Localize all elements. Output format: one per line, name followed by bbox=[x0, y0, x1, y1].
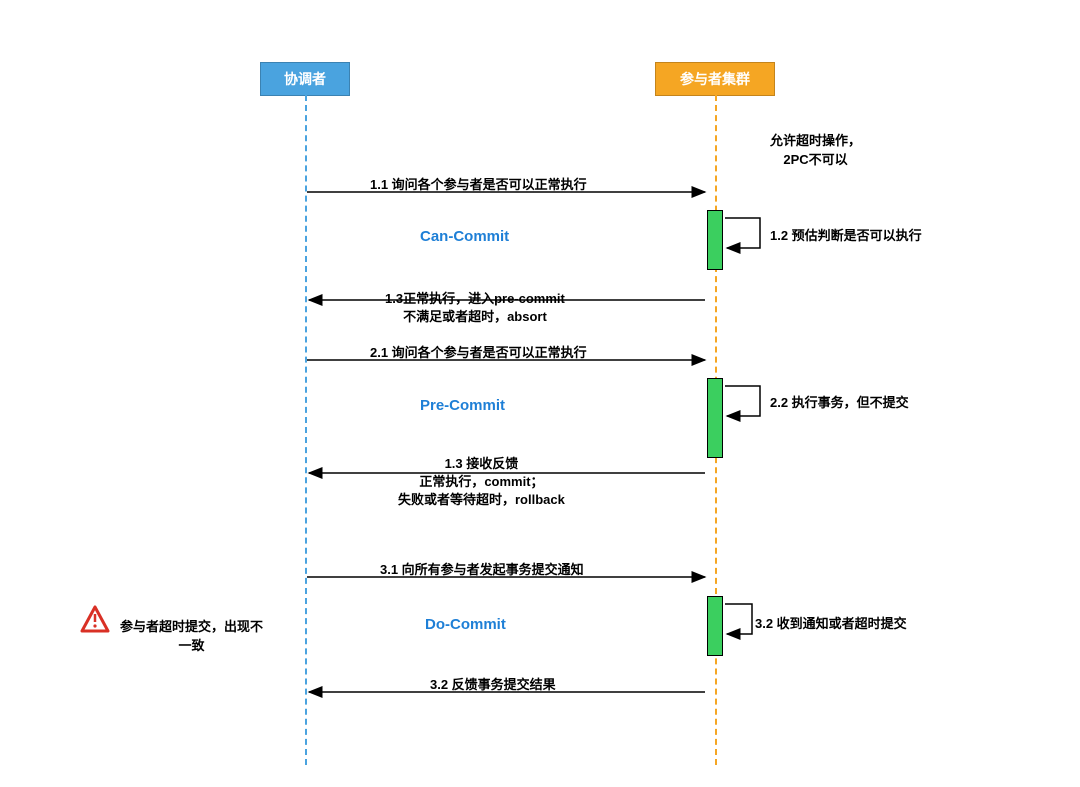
arrows-layer bbox=[0, 0, 1080, 787]
